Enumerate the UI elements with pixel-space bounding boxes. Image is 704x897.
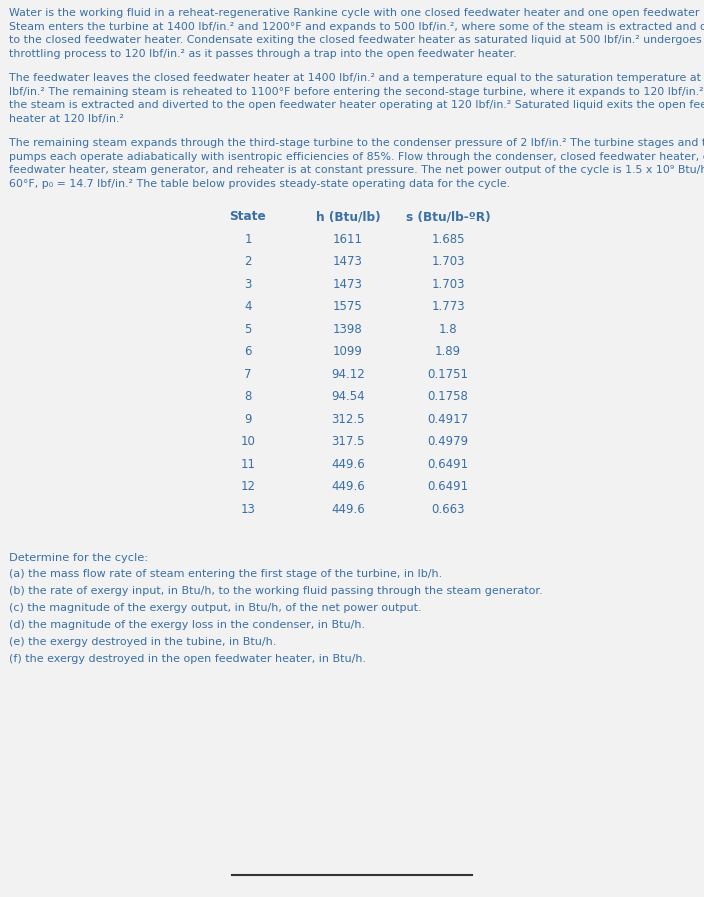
Text: 12: 12 bbox=[241, 480, 256, 493]
Text: 1.703: 1.703 bbox=[432, 255, 465, 268]
Text: 7: 7 bbox=[244, 368, 252, 380]
Text: h (Btu/lb): h (Btu/lb) bbox=[315, 210, 380, 223]
Text: 9: 9 bbox=[244, 413, 252, 425]
Text: 94.12: 94.12 bbox=[331, 368, 365, 380]
Text: 1473: 1473 bbox=[333, 277, 363, 291]
Text: (d) the magnitude of the exergy loss in the condenser, in Btu/h.: (d) the magnitude of the exergy loss in … bbox=[9, 620, 365, 630]
Text: (b) the rate of exergy input, in Btu/h, to the working fluid passing through the: (b) the rate of exergy input, in Btu/h, … bbox=[9, 586, 543, 596]
Text: (e) the exergy destroyed in the tubine, in Btu/h.: (e) the exergy destroyed in the tubine, … bbox=[9, 637, 277, 647]
Text: 1.703: 1.703 bbox=[432, 277, 465, 291]
Text: State: State bbox=[230, 210, 266, 223]
Text: to the closed feedwater heater. Condensate exiting the closed feedwater heater a: to the closed feedwater heater. Condensa… bbox=[9, 35, 704, 45]
Text: 2: 2 bbox=[244, 255, 252, 268]
Text: 6: 6 bbox=[244, 345, 252, 358]
Text: 0.6491: 0.6491 bbox=[427, 457, 469, 471]
Text: 0.663: 0.663 bbox=[432, 502, 465, 516]
Text: (c) the magnitude of the exergy output, in Btu/h, of the net power output.: (c) the magnitude of the exergy output, … bbox=[9, 603, 422, 613]
Text: 5: 5 bbox=[244, 323, 252, 335]
Text: 449.6: 449.6 bbox=[331, 480, 365, 493]
Text: throttling process to 120 lbf/in.² as it passes through a trap into the open fee: throttling process to 120 lbf/in.² as it… bbox=[9, 48, 517, 58]
Text: 3: 3 bbox=[244, 277, 252, 291]
Text: pumps each operate adiabatically with isentropic efficiencies of 85%. Flow throu: pumps each operate adiabatically with is… bbox=[9, 152, 704, 161]
Text: 11: 11 bbox=[241, 457, 256, 471]
Text: (a) the mass flow rate of steam entering the first stage of the turbine, in lb/h: (a) the mass flow rate of steam entering… bbox=[9, 569, 442, 579]
Text: 1575: 1575 bbox=[333, 300, 363, 313]
Text: 1.685: 1.685 bbox=[432, 232, 465, 246]
Text: feedwater heater, steam generator, and reheater is at constant pressure. The net: feedwater heater, steam generator, and r… bbox=[9, 165, 704, 175]
Text: 8: 8 bbox=[244, 390, 252, 403]
Text: 60°F, p₀ = 14.7 lbf/in.² The table below provides steady-state operating data fo: 60°F, p₀ = 14.7 lbf/in.² The table below… bbox=[9, 179, 510, 188]
Text: 10: 10 bbox=[241, 435, 256, 448]
Text: 317.5: 317.5 bbox=[332, 435, 365, 448]
Text: 0.6491: 0.6491 bbox=[427, 480, 469, 493]
Text: 0.1751: 0.1751 bbox=[427, 368, 468, 380]
Text: 1398: 1398 bbox=[333, 323, 363, 335]
Text: (f) the exergy destroyed in the open feedwater heater, in Btu/h.: (f) the exergy destroyed in the open fee… bbox=[9, 654, 366, 664]
Text: 4: 4 bbox=[244, 300, 252, 313]
Text: 1: 1 bbox=[244, 232, 252, 246]
Text: 1.89: 1.89 bbox=[435, 345, 461, 358]
Text: the steam is extracted and diverted to the open feedwater heater operating at 12: the steam is extracted and diverted to t… bbox=[9, 100, 704, 110]
Text: s (Btu/lb-ºR): s (Btu/lb-ºR) bbox=[406, 210, 490, 223]
Text: 1611: 1611 bbox=[333, 232, 363, 246]
Text: 449.6: 449.6 bbox=[331, 457, 365, 471]
Text: 1473: 1473 bbox=[333, 255, 363, 268]
Text: lbf/in.² The remaining steam is reheated to 1100°F before entering the second-st: lbf/in.² The remaining steam is reheated… bbox=[9, 86, 704, 97]
Text: 13: 13 bbox=[241, 502, 256, 516]
Text: The feedwater leaves the closed feedwater heater at 1400 lbf/in.² and a temperat: The feedwater leaves the closed feedwate… bbox=[9, 73, 704, 83]
Text: 94.54: 94.54 bbox=[331, 390, 365, 403]
Text: The remaining steam expands through the third-stage turbine to the condenser pre: The remaining steam expands through the … bbox=[9, 138, 704, 148]
Text: 0.4917: 0.4917 bbox=[427, 413, 469, 425]
Text: Steam enters the turbine at 1400 lbf/in.² and 1200°F and expands to 500 lbf/in.²: Steam enters the turbine at 1400 lbf/in.… bbox=[9, 22, 704, 31]
Text: 312.5: 312.5 bbox=[332, 413, 365, 425]
Text: 1099: 1099 bbox=[333, 345, 363, 358]
Text: Determine for the cycle:: Determine for the cycle: bbox=[9, 553, 148, 563]
Text: 0.4979: 0.4979 bbox=[427, 435, 469, 448]
Text: 0.1758: 0.1758 bbox=[427, 390, 468, 403]
Text: Water is the working fluid in a reheat-regenerative Rankine cycle with one close: Water is the working fluid in a reheat-r… bbox=[9, 8, 704, 18]
Text: 1.773: 1.773 bbox=[431, 300, 465, 313]
Text: 449.6: 449.6 bbox=[331, 502, 365, 516]
Text: 1.8: 1.8 bbox=[439, 323, 458, 335]
Text: heater at 120 lbf/in.²: heater at 120 lbf/in.² bbox=[9, 114, 124, 124]
